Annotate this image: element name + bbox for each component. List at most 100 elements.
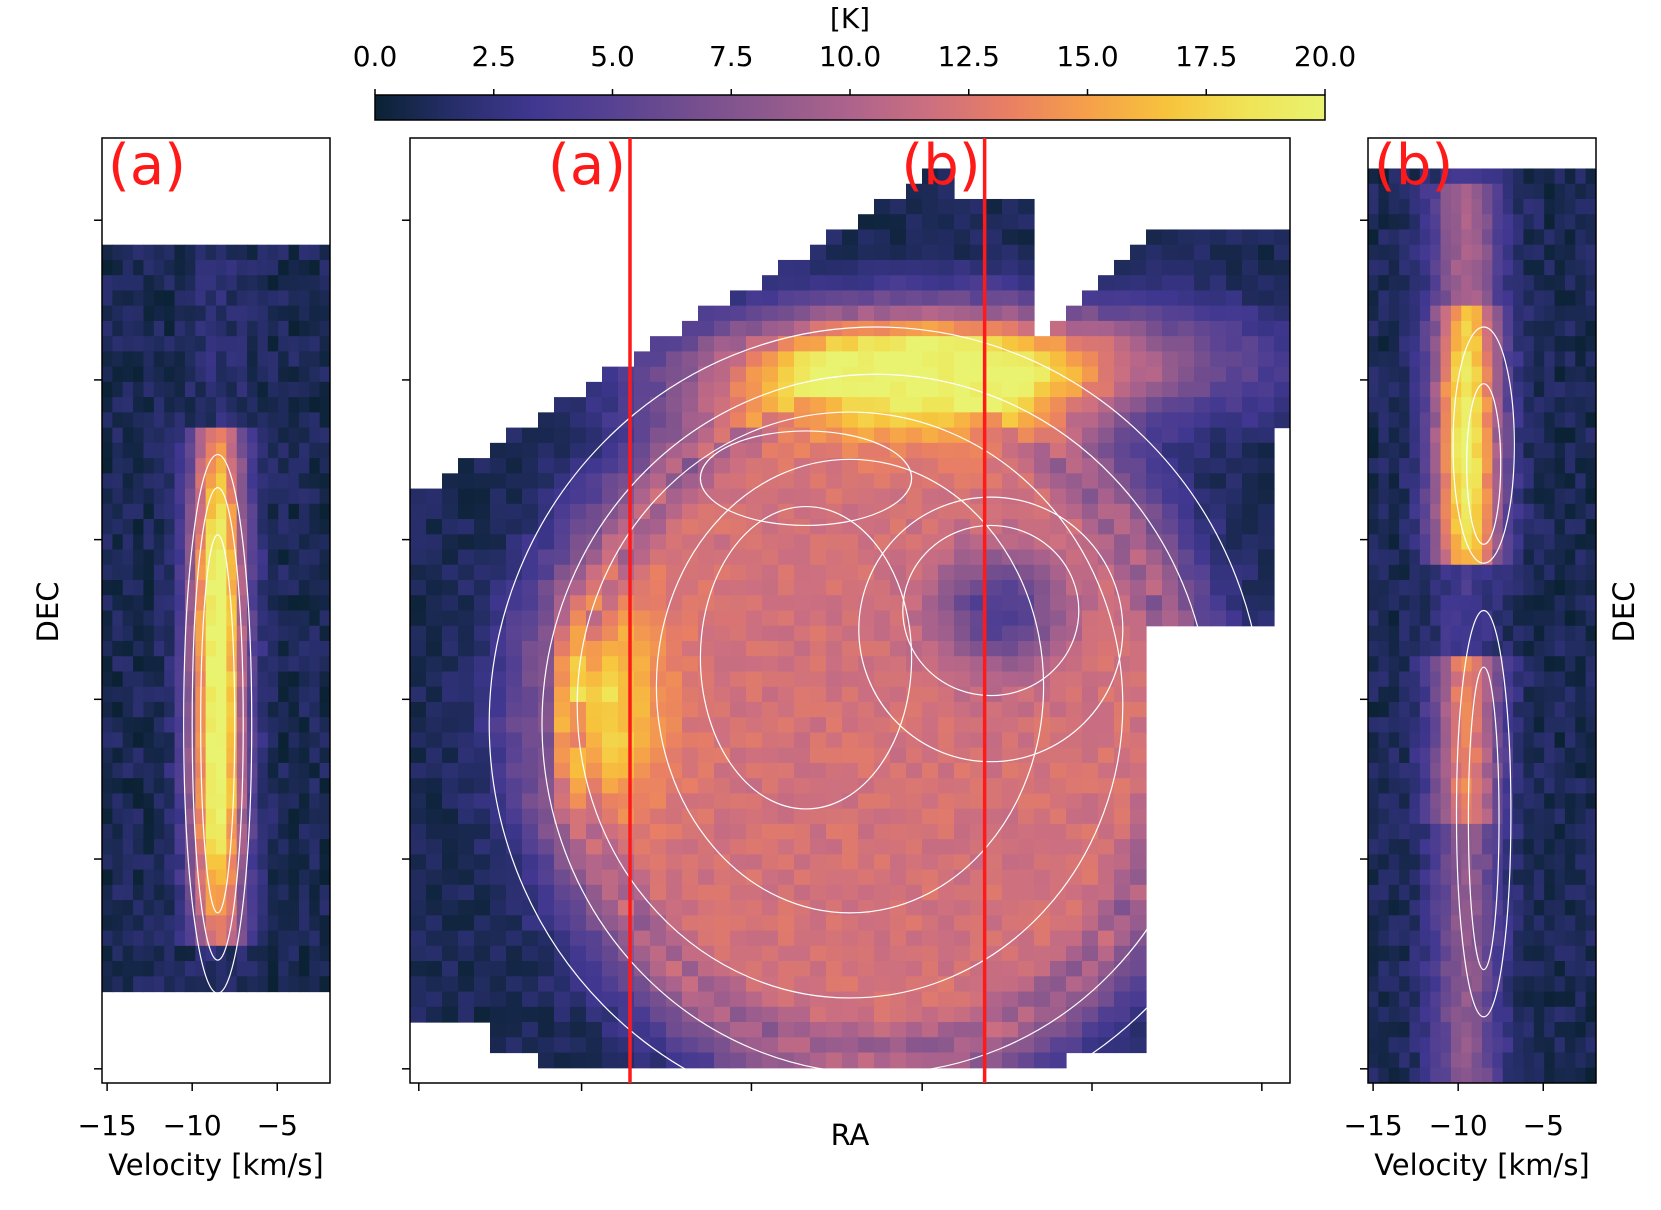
map-cell xyxy=(554,427,571,444)
map-cell xyxy=(682,320,699,337)
map-cell xyxy=(922,991,939,1008)
pv-cell xyxy=(309,701,321,718)
pv-cell xyxy=(1378,854,1390,871)
pv-cell xyxy=(298,534,310,551)
pv-cell xyxy=(174,839,186,855)
map-cell xyxy=(506,747,523,764)
map-cell xyxy=(826,961,843,977)
map-cell xyxy=(1066,808,1083,825)
map-cell xyxy=(1130,640,1147,657)
map-cell xyxy=(858,854,875,871)
pv-cell xyxy=(1471,412,1483,429)
pv-cell xyxy=(1544,793,1556,810)
map-cell xyxy=(938,473,955,490)
pv-cell xyxy=(1471,503,1483,520)
pv-cell xyxy=(236,839,248,855)
map-cell xyxy=(1162,564,1179,581)
pv-cell xyxy=(1409,839,1421,855)
map-cell xyxy=(602,793,619,810)
map-cell xyxy=(698,442,715,459)
map-cell xyxy=(954,762,971,779)
map-cell xyxy=(762,549,779,566)
pv-cell xyxy=(1513,717,1525,734)
pv-cell xyxy=(288,625,300,642)
pv-a-y-axis-label: DEC xyxy=(31,582,65,643)
pv-cell xyxy=(102,717,113,734)
map-cell xyxy=(746,945,763,962)
map-cell xyxy=(938,183,955,200)
map-cell xyxy=(938,808,955,825)
pv-cell xyxy=(1378,930,1390,947)
pv-cell xyxy=(1461,991,1473,1008)
pv-cell xyxy=(1513,793,1525,810)
pv-cell xyxy=(174,366,186,383)
map-cell xyxy=(986,290,1003,307)
pv-cell xyxy=(288,458,300,474)
map-cell xyxy=(602,732,619,749)
map-cell xyxy=(1002,320,1019,337)
pv-cell xyxy=(1388,549,1400,566)
map-cell xyxy=(522,961,539,977)
map-cell xyxy=(826,808,843,825)
pv-cell xyxy=(1388,595,1400,612)
map-cell xyxy=(554,656,571,673)
pv-cell xyxy=(226,549,238,566)
map-cell xyxy=(1114,427,1131,444)
map-cell xyxy=(746,366,763,383)
pv-cell xyxy=(133,625,145,642)
map-cell xyxy=(1114,564,1131,581)
pv-cell xyxy=(153,671,165,688)
map-cell xyxy=(874,229,891,246)
pv-cell xyxy=(205,884,217,901)
map-cell xyxy=(906,351,923,368)
map-cell xyxy=(1210,610,1227,627)
map-cell xyxy=(1130,823,1147,840)
pv-cell xyxy=(247,808,259,825)
map-cell xyxy=(474,564,491,581)
map-cell xyxy=(970,580,987,596)
pv-cell xyxy=(298,381,310,398)
map-cell xyxy=(922,854,939,871)
map-cell xyxy=(522,869,539,886)
map-cell xyxy=(794,336,811,352)
pv-cell xyxy=(226,930,238,947)
map-cell xyxy=(1146,549,1163,566)
map-cell xyxy=(618,900,635,916)
map-cell xyxy=(730,747,747,764)
pv-cell xyxy=(1544,701,1556,718)
pv-cell xyxy=(216,945,227,962)
pv-cell xyxy=(1419,351,1431,368)
map-cell xyxy=(1242,595,1259,612)
map-cell xyxy=(1018,1022,1035,1038)
pv-cell xyxy=(1544,259,1556,276)
pv-cell xyxy=(1440,1006,1452,1023)
pv-cell xyxy=(205,625,217,642)
map-cell xyxy=(650,519,667,535)
pv-cell xyxy=(1430,412,1442,429)
map-cell xyxy=(666,458,683,474)
pv-cell xyxy=(1368,717,1379,734)
map-cell xyxy=(986,640,1003,657)
pv-cell xyxy=(247,625,259,642)
pv-cell xyxy=(1388,290,1400,307)
pv-cell xyxy=(1409,793,1421,810)
pv-cell xyxy=(1533,1067,1545,1083)
pv-cell xyxy=(1482,930,1493,947)
pv-cell xyxy=(1440,1067,1452,1083)
pv-cell xyxy=(133,808,145,825)
pv-cell xyxy=(1450,580,1462,596)
pv-cell xyxy=(1482,1052,1493,1069)
map-cell xyxy=(810,564,827,581)
pv-cell xyxy=(298,884,310,901)
map-cell xyxy=(1082,1037,1099,1054)
pv-cell xyxy=(1440,259,1452,276)
pv-cell xyxy=(1523,244,1535,261)
pv-cell xyxy=(1533,884,1545,901)
map-cell xyxy=(1082,412,1099,429)
map-cell xyxy=(778,290,795,307)
map-cell xyxy=(826,275,843,292)
map-cell xyxy=(458,747,475,764)
pv-cell xyxy=(319,961,330,977)
pv-cell xyxy=(319,366,330,383)
pv-cell xyxy=(1440,945,1452,962)
